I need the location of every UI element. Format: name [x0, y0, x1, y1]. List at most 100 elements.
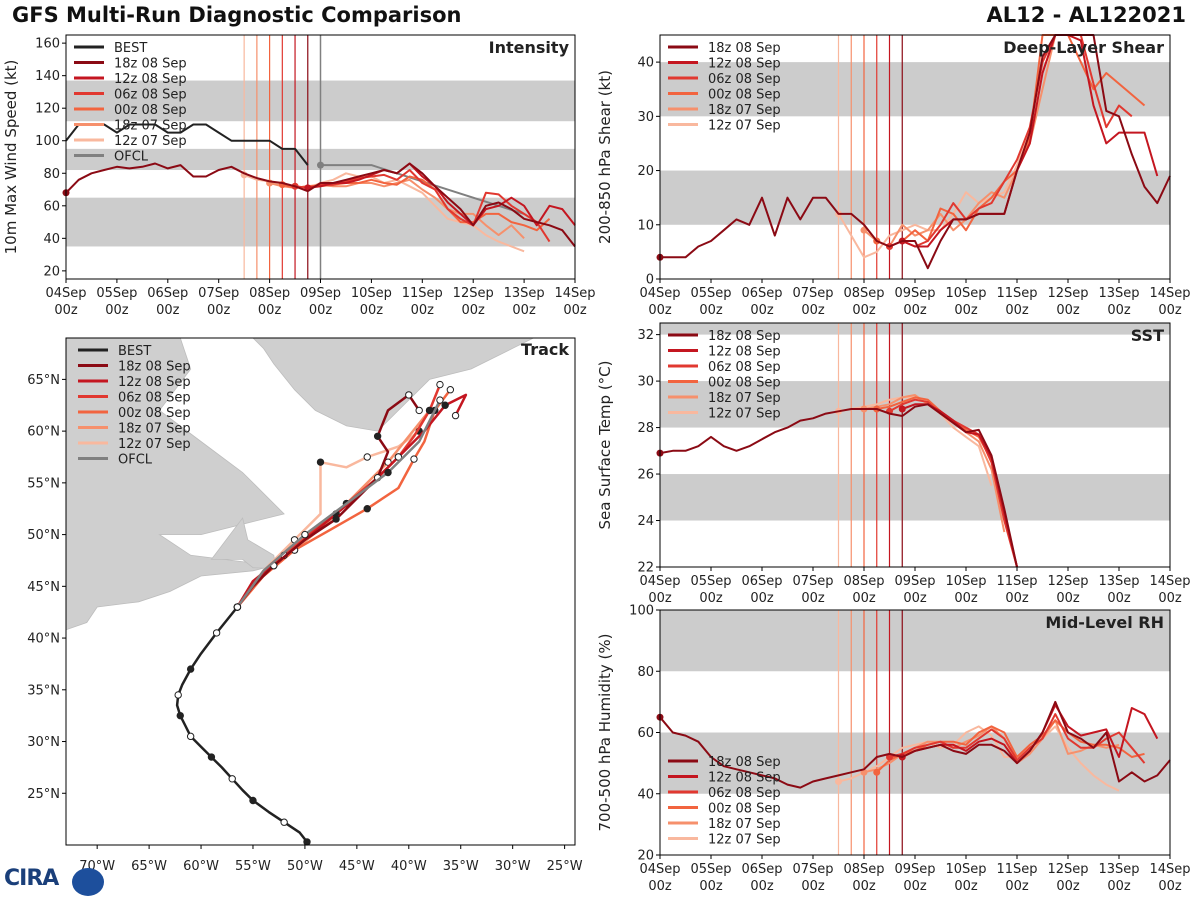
x-tick-day: 04Sep [639, 574, 680, 589]
legend-label: OFCL [114, 150, 149, 165]
series-line-12z-08-sep [307, 162, 576, 227]
rh-panel: 20 40 60 80 100 04Sep 00z 05Sep 00z 06Sep 00z 07Sep… [596, 604, 1191, 895]
track-marker [174, 691, 182, 699]
track-marker [451, 411, 460, 420]
x-tick-hour: 00z [954, 591, 978, 606]
x-tick-day: 11Sep [996, 286, 1037, 301]
track-marker [394, 453, 403, 461]
x-tick-day: 10Sep [945, 574, 986, 589]
track-marker [207, 753, 216, 761]
lon-label: 55°W [235, 859, 271, 874]
x-tick-day: 14Sep [1149, 574, 1190, 589]
x-tick-day: 07Sep [198, 286, 239, 301]
x-tick-day: 09Sep [300, 286, 341, 301]
x-tick-hour: 00z [648, 591, 672, 606]
x-tick-hour: 00z [750, 591, 774, 606]
y-tick-label: 0 [646, 273, 654, 288]
x-tick-hour: 00z [801, 303, 825, 318]
track-marker [405, 391, 413, 399]
track-marker [446, 386, 455, 394]
x-tick-day: 12Sep [453, 286, 494, 301]
sst-panel: 22 24 26 28 30 32 04Sep 00z 05Sep 00z 06Sep 00z 07Se… [596, 322, 1191, 606]
init-marker [835, 778, 842, 785]
lon-label: 40°W [391, 859, 427, 874]
track-marker [176, 711, 184, 720]
shaded-band [660, 610, 1170, 672]
y-axis-label: 10m Max Wind Speed (kt) [2, 60, 20, 255]
y-axis-label: 700-500 hPa Humidity (%) [596, 633, 614, 831]
legend-label: 18z 08 Sep [114, 57, 187, 72]
x-tick-day: 06Sep [741, 574, 782, 589]
track-marker [415, 406, 423, 415]
legend-label: 00z 08 Sep [708, 376, 781, 391]
x-tick-hour: 00z [1107, 591, 1131, 606]
legend-label: 06z 08 Sep [708, 72, 781, 87]
y-tick-label: 28 [637, 421, 654, 436]
track-marker [316, 458, 325, 466]
x-tick-day: 10Sep [945, 286, 986, 301]
legend-label: OFCL [118, 453, 153, 468]
x-tick-hour: 00z [512, 303, 536, 318]
x-tick-day: 05Sep [690, 862, 731, 877]
x-tick-day: 06Sep [741, 862, 782, 877]
x-tick-hour: 00z [1107, 303, 1131, 318]
y-tick-label: 40 [43, 232, 60, 247]
x-tick-hour: 00z [903, 303, 927, 318]
x-tick-hour: 00z [699, 303, 723, 318]
x-tick-hour: 00z [801, 879, 825, 894]
x-tick-day: 08Sep [843, 574, 884, 589]
series-line-06z-08-sep [889, 713, 1146, 764]
x-tick-hour: 00z [750, 303, 774, 318]
shaded-band [660, 474, 1170, 521]
x-tick-day: 11Sep [996, 574, 1037, 589]
ofcl-marker [317, 161, 324, 169]
y-axis-label: Sea Surface Temp (°C) [596, 360, 614, 529]
y-axis-label: 200-850 hPa Shear (kt) [596, 70, 614, 244]
legend-label: 12z 08 Sep [708, 345, 781, 360]
y-tick-label: 24 [637, 514, 654, 529]
lon-label: 65°W [131, 859, 167, 874]
legend-label: 18z 07 Sep [708, 817, 781, 832]
track-marker [384, 468, 392, 477]
x-tick-hour: 00z [1158, 591, 1182, 606]
x-tick-hour: 00z [1107, 879, 1131, 894]
storm-id: AL12 - AL122021 [986, 3, 1187, 27]
series-line-best [65, 123, 309, 166]
x-tick-day: 10Sep [351, 286, 392, 301]
x-tick-day: 08Sep [843, 862, 884, 877]
x-tick-hour: 00z [852, 591, 876, 606]
x-tick-day: 08Sep [249, 286, 290, 301]
init-marker [898, 405, 906, 413]
track-marker [410, 455, 418, 463]
track-marker [332, 515, 340, 523]
legend-label: 06z 08 Sep [708, 786, 781, 801]
legend-label: BEST [118, 344, 151, 359]
y-tick-label: 100 [629, 604, 654, 619]
legend-label: 00z 08 Sep [708, 802, 781, 817]
x-tick-day: 13Sep [1098, 286, 1139, 301]
lon-label: 50°W [287, 859, 323, 874]
x-tick-day: 14Sep [554, 286, 595, 301]
x-tick-hour: 00z [156, 303, 180, 318]
x-tick-hour: 00z [648, 303, 672, 318]
lat-label: 25°N [27, 787, 60, 802]
x-tick-day: 05Sep [96, 286, 137, 301]
x-tick-day: 14Sep [1149, 286, 1190, 301]
x-tick-hour: 00z [852, 879, 876, 894]
x-tick-hour: 00z [648, 879, 672, 894]
track-marker [373, 432, 382, 440]
x-tick-day: 09Sep [894, 862, 935, 877]
x-tick-hour: 00z [1158, 879, 1182, 894]
series-line-ofcl [320, 164, 525, 215]
x-tick-day: 10Sep [945, 862, 986, 877]
x-tick-hour: 00z [954, 879, 978, 894]
x-tick-hour: 00z [411, 303, 435, 318]
x-tick-day: 05Sep [690, 574, 731, 589]
panel-title: Deep-Layer Shear [1003, 38, 1164, 57]
x-tick-day: 04Sep [45, 286, 86, 301]
x-tick-hour: 00z [903, 591, 927, 606]
y-tick-label: 32 [637, 328, 654, 343]
x-tick-hour: 00z [954, 303, 978, 318]
track-marker [249, 796, 257, 805]
